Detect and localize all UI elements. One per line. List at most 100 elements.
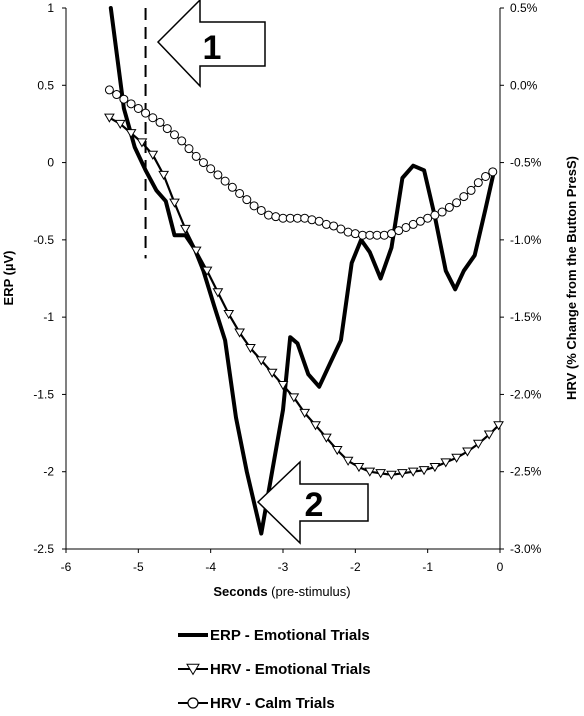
y-right-tick-label: -3.0% bbox=[510, 542, 542, 556]
point-hrv-emotional-trials bbox=[234, 328, 245, 338]
point-hrv-emotional-trials bbox=[462, 447, 473, 457]
point-hrv-calm-trials bbox=[133, 103, 143, 113]
series-line-erp-emotional-trials bbox=[108, 6, 497, 536]
point-hrv-emotional-trials bbox=[104, 113, 115, 123]
point-hrv-calm-trials bbox=[466, 185, 476, 195]
y-right-tick-label: -1.5% bbox=[510, 310, 542, 324]
point-hrv-emotional-trials bbox=[364, 467, 376, 477]
point-hrv-emotional-trials bbox=[429, 462, 441, 473]
callouts: 12 bbox=[156, 0, 369, 545]
x-axis-title-main: Seconds bbox=[213, 584, 267, 599]
point-hrv-emotional-trials bbox=[114, 119, 126, 129]
point-hrv-emotional-trials bbox=[321, 433, 332, 443]
point-hrv-calm-trials bbox=[119, 94, 129, 104]
point-hrv-emotional-trials bbox=[288, 393, 300, 403]
callout-arrow-1 bbox=[156, 0, 266, 88]
point-hrv-emotional-trials bbox=[451, 453, 462, 463]
point-hrv-calm-trials bbox=[213, 170, 223, 180]
point-hrv-calm-trials bbox=[162, 124, 172, 134]
point-hrv-calm-trials bbox=[220, 176, 230, 186]
y-left-tick-label: 1 bbox=[47, 1, 54, 15]
y-right-tick-label: 0.0% bbox=[510, 78, 538, 92]
point-hrv-emotional-trials bbox=[212, 288, 224, 298]
point-hrv-emotional-trials bbox=[277, 381, 289, 391]
y-axis-right-title: HRV (% Change from the Button PresS) bbox=[564, 156, 579, 400]
point-hrv-calm-trials bbox=[104, 85, 114, 95]
legend-label-hrv-emotional-trials: HRV - Emotional Trials bbox=[210, 661, 371, 678]
point-hrv-calm-trials bbox=[343, 227, 353, 237]
x-tick-label: -4 bbox=[205, 560, 216, 574]
y-left-tick-label: 0.5 bbox=[37, 78, 54, 92]
point-hrv-calm-trials bbox=[148, 113, 158, 123]
y-left-tick-label: -1 bbox=[43, 310, 54, 324]
point-hrv-calm-trials bbox=[191, 151, 201, 161]
point-hrv-emotional-trials bbox=[396, 469, 408, 479]
x-tick-label: -6 bbox=[61, 560, 72, 574]
point-hrv-emotional-trials bbox=[472, 439, 484, 449]
point-hrv-emotional-trials bbox=[440, 458, 452, 468]
point-hrv-emotional-trials bbox=[125, 129, 137, 139]
legend-label-hrv-calm-trials: HRV - Calm Trials bbox=[210, 695, 335, 712]
point-hrv-emotional-trials bbox=[483, 430, 495, 440]
point-hrv-calm-trials bbox=[249, 201, 259, 211]
point-hrv-emotional-trials bbox=[299, 408, 311, 419]
point-hrv-calm-trials bbox=[444, 202, 454, 212]
point-hrv-emotional-trials bbox=[169, 198, 180, 208]
point-hrv-calm-trials bbox=[170, 130, 179, 140]
point-hrv-calm-trials bbox=[321, 219, 331, 229]
point-hrv-calm-trials bbox=[488, 167, 498, 177]
point-hrv-calm-trials bbox=[126, 99, 136, 109]
point-hrv-emotional-trials bbox=[353, 462, 365, 473]
y-right-tick-label: -2.5% bbox=[510, 465, 542, 479]
point-hrv-emotional-trials bbox=[407, 467, 419, 477]
point-hrv-calm-trials bbox=[184, 144, 194, 154]
point-hrv-calm-trials bbox=[112, 90, 122, 100]
x-tick-label: -1 bbox=[422, 560, 433, 574]
y-left-tick-label: -1.5 bbox=[33, 387, 54, 401]
x-axis-title: Seconds (pre-stimulus) bbox=[213, 584, 350, 599]
tick-labels: -6 -5 -4 -3 -2 -1 0 1 0.5 0 -0.5 -1 -1.5 -2 -2.5 0.5% 0.… bbox=[33, 1, 541, 574]
callout-arrow-2 bbox=[256, 460, 369, 545]
point-hrv-calm-trials bbox=[242, 195, 252, 205]
x-tick-label: -3 bbox=[278, 560, 289, 574]
point-hrv-emotional-trials bbox=[342, 456, 354, 466]
point-hrv-emotional-trials bbox=[201, 266, 213, 276]
legend: ERP - Emotional Trials HRV - Emotional Tr… bbox=[178, 627, 371, 712]
point-hrv-emotional-trials bbox=[418, 466, 430, 476]
point-hrv-calm-trials bbox=[307, 215, 317, 225]
y-left-tick-label: -0.5 bbox=[33, 233, 54, 247]
y-right-tick-label: -1.0% bbox=[510, 233, 542, 247]
point-hrv-emotional-trials bbox=[190, 246, 202, 256]
point-hrv-calm-trials bbox=[300, 213, 310, 223]
legend-marker-hrv-calm-trials bbox=[187, 697, 199, 709]
point-hrv-emotional-trials bbox=[310, 421, 321, 431]
y-left-tick-label: -2 bbox=[43, 465, 54, 479]
point-hrv-calm-trials bbox=[155, 117, 165, 127]
callout-label-1: 1 bbox=[203, 29, 222, 67]
x-tick-label: -2 bbox=[350, 560, 361, 574]
point-hrv-calm-trials bbox=[198, 158, 208, 168]
point-hrv-calm-trials bbox=[177, 136, 187, 146]
y-right-tick-label: 0.5% bbox=[510, 1, 538, 15]
point-hrv-calm-trials bbox=[206, 164, 216, 174]
point-hrv-emotional-trials bbox=[266, 368, 278, 378]
y-left-tick-label: -2.5 bbox=[33, 542, 54, 556]
point-hrv-calm-trials bbox=[141, 108, 151, 118]
legend-marker-hrv-emotional-trials bbox=[186, 663, 200, 676]
x-tick-label: 0 bbox=[497, 560, 504, 574]
point-hrv-emotional-trials bbox=[147, 150, 159, 160]
x-tick-label: -5 bbox=[133, 560, 144, 574]
point-hrv-emotional-trials bbox=[223, 309, 235, 320]
point-hrv-calm-trials bbox=[256, 205, 266, 215]
point-hrv-calm-trials bbox=[437, 207, 447, 217]
y-right-tick-label: -2.0% bbox=[510, 387, 542, 401]
point-hrv-calm-trials bbox=[227, 182, 237, 192]
point-hrv-emotional-trials bbox=[179, 224, 191, 235]
y-right-tick-label: -0.5% bbox=[510, 156, 542, 170]
point-hrv-calm-trials bbox=[379, 230, 389, 240]
point-hrv-emotional-trials bbox=[255, 356, 267, 366]
point-hrv-calm-trials bbox=[452, 198, 462, 208]
axes bbox=[62, 7, 504, 553]
y-axis-left-title: ERP (µV) bbox=[1, 251, 16, 306]
